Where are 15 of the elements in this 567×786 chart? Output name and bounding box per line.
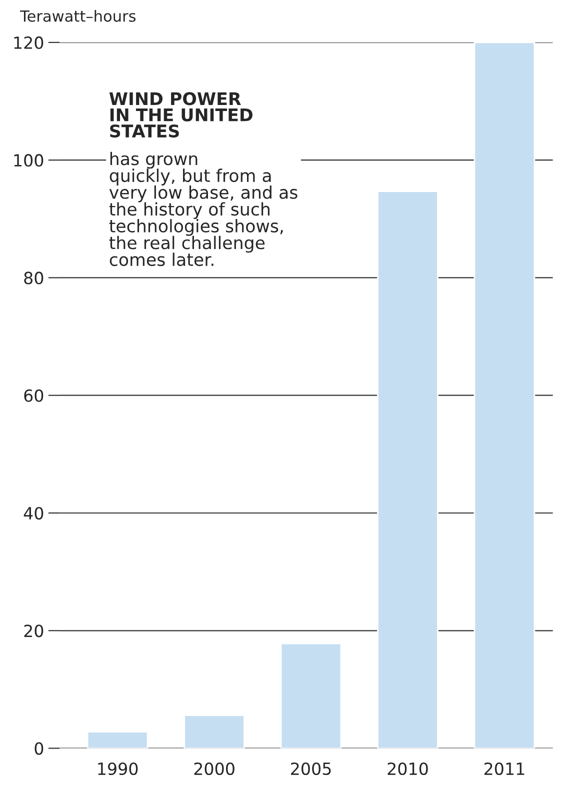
y-tick-label: 60 <box>24 389 44 402</box>
y-tick-label: 40 <box>24 506 44 520</box>
x-tick-label: 2005 <box>291 762 331 776</box>
x-tick-label: 2000 <box>194 762 234 776</box>
y-tick-label: 100 <box>14 154 44 167</box>
y-tick-label: 0 <box>34 742 44 755</box>
annotation: has grown quickly, but from a very low base, and as the history of such technologies shows, the real challenge comes later. <box>109 152 298 266</box>
y-tick-label: 20 <box>24 624 44 638</box>
y-axis-title: Terawatt–hours <box>20 10 136 22</box>
y-tick-label: 120 <box>14 36 44 50</box>
y-tick-label: 80 <box>24 272 44 284</box>
x-tick-label: 1990 <box>98 762 138 776</box>
annotation: WIND POWER IN THE UNITED STATES <box>109 92 252 138</box>
x-tick-label: 2010 <box>388 762 428 776</box>
x-tick-label: 2011 <box>484 762 524 776</box>
